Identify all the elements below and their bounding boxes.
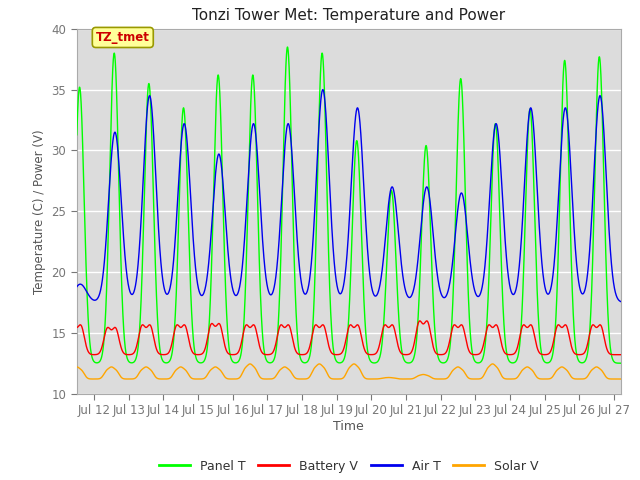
Y-axis label: Temperature (C) / Power (V): Temperature (C) / Power (V) [33,129,46,293]
Legend: Panel T, Battery V, Air T, Solar V: Panel T, Battery V, Air T, Solar V [154,455,544,478]
Text: TZ_tmet: TZ_tmet [96,31,150,44]
Title: Tonzi Tower Met: Temperature and Power: Tonzi Tower Met: Temperature and Power [192,9,506,24]
X-axis label: Time: Time [333,420,364,433]
